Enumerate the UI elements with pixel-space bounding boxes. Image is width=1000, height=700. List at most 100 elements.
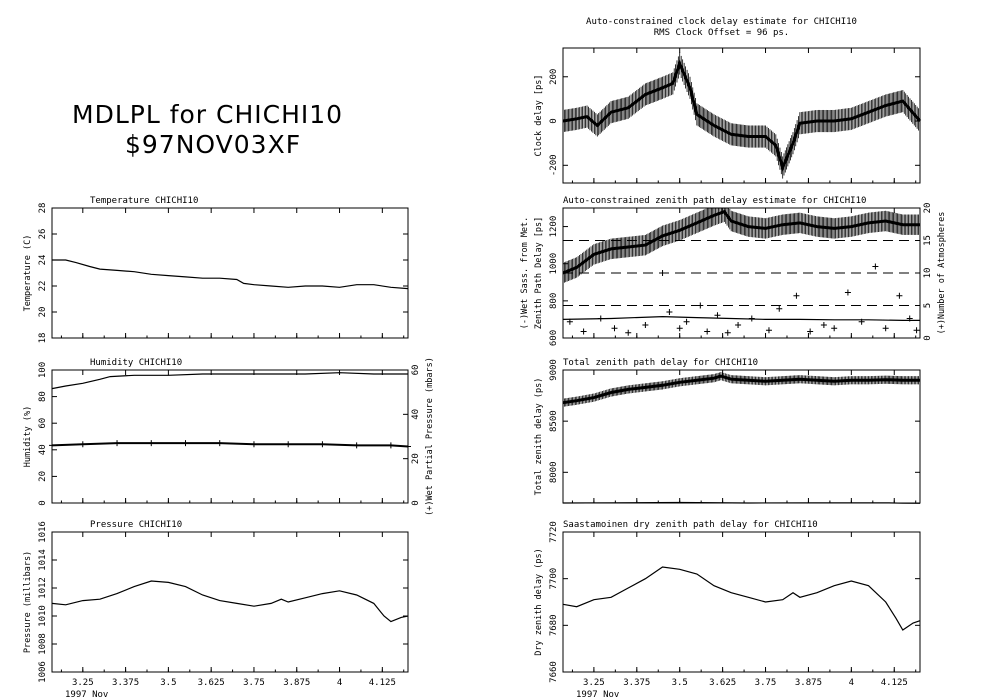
chart-title-humidity: Humidity CHICHI10 — [90, 358, 182, 368]
y-tick-label-humidity: 60 — [38, 418, 48, 429]
plus-marker-zenith — [831, 325, 838, 332]
plus-marker-zenith — [566, 318, 573, 325]
series-line-total-1 — [562, 501, 921, 504]
y2-tick-label-humidity: 60 — [411, 365, 421, 376]
y-tick-label-zenith: 800 — [549, 293, 559, 309]
plus-marker-zenith — [776, 305, 783, 312]
panel-clock: -200 0 200 Auto-constrained clock delay est… — [534, 17, 922, 184]
y2-tick-label-humidity: 0 — [411, 500, 421, 505]
y-tick-label-pressure: 1016 — [38, 521, 48, 543]
panel-dry: 7660 7680 7700 7720 Saastamoinen dry zenith … — [534, 520, 921, 700]
y-tick-label-temperature: 24 — [38, 255, 48, 266]
x-tick-label-dry: 3.625 — [709, 678, 736, 688]
panel-temperature: 18 20 22 24 26 28 Temperature CHICHI10 Temperat… — [23, 196, 409, 344]
y-tick-label-total: 8000 — [549, 461, 559, 483]
plus-marker-zenith — [714, 312, 721, 319]
y2-tick-label-zenith: 20 — [923, 203, 933, 214]
y-tick-label-humidity: 0 — [38, 500, 48, 505]
y-axis-label-clock: Clock delay [ps] — [534, 75, 544, 157]
series-line-total-0 — [562, 374, 920, 405]
series-line-temperature-0 — [52, 259, 409, 290]
y-tick-label-dry: 7700 — [549, 568, 559, 590]
x-tick-label-pressure: 3.875 — [283, 678, 310, 688]
x-tick-label-pressure: 3.625 — [198, 678, 225, 688]
x-tick-label-pressure: 4.125 — [369, 678, 396, 688]
plus-marker-zenith — [913, 327, 920, 334]
x-tick-label-pressure: 3.375 — [112, 678, 139, 688]
y-axis-label-total: Total zenith delay (ps) — [534, 378, 544, 496]
x-tick-label-dry: 4.125 — [881, 678, 908, 688]
y-tick-label-humidity: 100 — [38, 362, 48, 378]
chart-title-dry: Saastamoinen dry zenith path delay for C… — [563, 520, 818, 530]
y-tick-label-temperature: 26 — [38, 229, 48, 240]
plus-marker-zenith — [697, 302, 704, 309]
plus-marker-zenith — [748, 315, 755, 322]
y-tick-label-pressure: 1008 — [38, 633, 48, 655]
y-tick-label-clock: 0 — [549, 118, 559, 123]
y2-tick-label-zenith: 10 — [923, 268, 933, 279]
plus-marker-zenith — [735, 322, 742, 328]
plot-frame-pressure — [51, 531, 409, 673]
y2-axis-label-humidity: (+)Wet Partial Pressure (mbars) — [425, 357, 435, 516]
plot-frame-temperature — [51, 207, 409, 339]
y-axis-label-pressure: Pressure (millibars) — [23, 551, 33, 653]
plus-marker-zenith — [625, 329, 632, 336]
y-tick-label-zenith: 1000 — [549, 253, 559, 275]
x-tick-label-dry: 3.75 — [755, 678, 777, 688]
x-tick-label-dry: 3.5 — [672, 678, 688, 688]
y2-axis-label-zenith: (+)Number of Atmospheres — [937, 212, 947, 335]
series-line-humidity-1 — [51, 442, 409, 448]
x-tick-label-dry: 3.375 — [623, 678, 650, 688]
header-experiment-code: $97NOV03XF — [125, 130, 302, 159]
plus-marker-zenith — [844, 289, 851, 296]
y-axis-label-temperature: Temperature (C) — [23, 235, 33, 312]
plus-marker-zenith — [676, 325, 683, 332]
x-tick-label-dry: 4 — [849, 678, 854, 688]
y-tick-label-temperature: 20 — [38, 307, 48, 318]
plus-marker-zenith — [580, 328, 587, 335]
y-tick-label-temperature: 18 — [38, 333, 48, 344]
y-tick-label-humidity: 80 — [38, 391, 48, 402]
y-tick-label-humidity: 40 — [38, 444, 48, 455]
y-tick-label-zenith: 600 — [549, 330, 559, 346]
y-tick-label-humidity: 20 — [38, 471, 48, 482]
panel-total: 8000 8500 9000 Total zenith path delay for … — [534, 358, 921, 504]
chart-title-clock: Auto-constrained clock delay estimate fo… — [586, 17, 857, 27]
y-axis-label-left-zenith: (-)Wet Sass. from Met. — [520, 217, 530, 330]
x-tick-label-pressure: 3.75 — [243, 678, 265, 688]
plus-marker-zenith — [882, 325, 889, 332]
plus-marker-zenith — [793, 292, 800, 299]
y-tick-label-dry: 7720 — [549, 521, 559, 543]
y-tick-label-pressure: 1006 — [38, 661, 48, 683]
x-tick-label-pressure: 4 — [337, 678, 342, 688]
plus-marker-zenith — [724, 329, 731, 336]
y-tick-label-pressure: 1010 — [38, 605, 48, 627]
chart-title-temperature: Temperature CHICHI10 — [90, 196, 198, 206]
y-axis-label-humidity: Humidity (%) — [23, 406, 33, 467]
plus-marker-zenith — [872, 263, 879, 270]
plus-marker-zenith — [896, 292, 903, 299]
y-tick-label-total: 9000 — [549, 359, 559, 381]
plus-marker-zenith — [858, 318, 865, 325]
y-tick-label-pressure: 1012 — [38, 577, 48, 599]
plus-marker-zenith — [704, 328, 711, 335]
x-axis-caption-pressure: 1997 Nov — [65, 690, 108, 700]
y2-tick-label-zenith: 0 — [923, 335, 933, 340]
x-axis-caption-dry: 1997 Nov — [576, 690, 619, 700]
x-tick-label-dry: 3.875 — [795, 678, 822, 688]
plus-marker-zenith — [597, 315, 604, 322]
series-line-dry-0 — [562, 566, 921, 631]
y-tick-label-temperature: 28 — [38, 203, 48, 214]
x-tick-label-pressure: 3.5 — [160, 678, 176, 688]
y2-tick-label-zenith: 15 — [923, 235, 933, 246]
chart-title-total: Total zenith path delay for CHICHI10 — [563, 358, 758, 368]
plus-marker-zenith — [820, 322, 827, 328]
y2-tick-label-humidity: 20 — [411, 453, 421, 464]
series-line-humidity-0 — [51, 372, 408, 390]
panel-zenith: 600 800 1000 1200 0 5 10 15 20 Auto-constrained z… — [520, 196, 947, 346]
y2-tick-label-zenith: 5 — [923, 303, 933, 308]
panel-pressure: 1006 1008 1010 1012 1014 1016 Pressure CHICHI1… — [23, 520, 409, 700]
y-axis-label-dry: Dry zenith delay (ps) — [534, 548, 544, 655]
y-tick-label-clock: 200 — [549, 69, 559, 85]
plot-frame-humidity — [51, 369, 409, 504]
